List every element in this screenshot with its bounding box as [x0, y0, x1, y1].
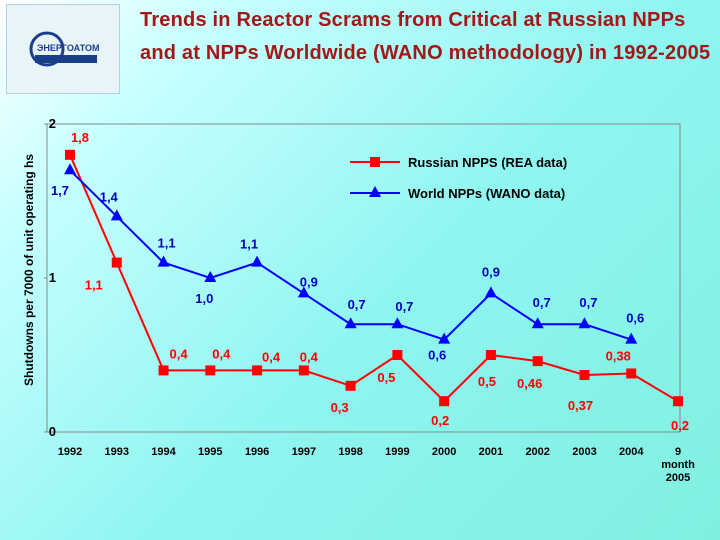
data-label: 0,9 — [300, 274, 318, 289]
data-label: 0,7 — [348, 297, 366, 312]
data-label: 0,5 — [478, 374, 496, 389]
data-label: 0,3 — [331, 400, 349, 415]
data-label: 0,4 — [170, 346, 189, 361]
data-point — [369, 186, 381, 197]
x-tick-label: 1997 — [291, 446, 317, 458]
chart-title: Trends in Reactor Scrams from Critical a… — [140, 9, 711, 64]
x-tick-label: 1993 — [104, 446, 129, 458]
data-label: 1,0 — [195, 291, 213, 306]
data-label: 1,1 — [240, 237, 258, 252]
logo: ЭНЕРГОАТОМ — [6, 4, 120, 94]
data-label: 0,7 — [579, 295, 597, 310]
data-point — [438, 332, 451, 344]
data-point — [485, 350, 496, 360]
legend-label: World NPPs (WANO data) — [408, 186, 565, 201]
data-point — [205, 365, 216, 376]
series-line — [69, 154, 679, 403]
data-point — [110, 209, 123, 221]
data-label: 0,4 — [262, 349, 281, 364]
logo-text: ЭНЕРГОАТОМ — [37, 43, 100, 53]
data-point — [439, 396, 450, 407]
y-tick-label: 2 — [49, 116, 56, 131]
data-label: 1,7 — [51, 183, 69, 198]
x-tick-label: 2001 — [478, 446, 504, 458]
x-tick-label: 2004 — [618, 446, 644, 458]
data-point — [626, 368, 637, 379]
data-label: 0,4 — [212, 346, 231, 361]
x-tick-label: 2000 — [431, 446, 457, 458]
data-point — [65, 149, 75, 160]
data-label: 0,9 — [482, 264, 500, 279]
data-point — [344, 317, 357, 329]
data-label: 0,5 — [377, 370, 395, 385]
data-point — [298, 365, 309, 376]
data-point — [204, 271, 217, 282]
y-tick-label: 1 — [49, 270, 56, 285]
data-label: 1,1 — [158, 236, 176, 251]
data-point — [392, 350, 403, 360]
data-label: 0,6 — [626, 311, 644, 326]
data-point — [251, 255, 264, 267]
x-tick-label: 1995 — [198, 446, 223, 458]
plot-frame — [46, 123, 681, 433]
data-point — [345, 380, 356, 391]
data-point — [531, 317, 544, 329]
data-label: 1,4 — [100, 189, 119, 204]
x-tick-label: 1994 — [151, 446, 176, 458]
data-point — [370, 157, 380, 167]
data-point — [252, 365, 263, 376]
data-label: 0,7 — [395, 299, 413, 314]
y-tick-label: 0 — [49, 424, 56, 439]
legend-label: Russian NPPS (REA data) — [408, 155, 567, 170]
data-point — [157, 255, 170, 267]
y-axis-label: Shutdowns per 7000 of unit operating hs — [22, 154, 36, 386]
logo-graphic — [29, 31, 97, 67]
data-point — [391, 317, 404, 329]
data-point — [64, 163, 76, 175]
data-label: 0,4 — [300, 349, 319, 364]
data-point — [673, 396, 684, 407]
data-point — [297, 286, 310, 298]
data-label: 1,8 — [71, 130, 89, 145]
data-label: 1,1 — [85, 278, 103, 293]
x-tick-label: 1998 — [338, 446, 363, 458]
data-point — [484, 286, 497, 298]
data-label: 0,2 — [671, 418, 689, 433]
x-tick-label: 2003 — [572, 446, 597, 458]
data-point — [111, 257, 122, 268]
x-tick-label: 1996 — [244, 446, 270, 458]
data-label: 0,7 — [533, 295, 551, 310]
data-label: 0,2 — [431, 413, 449, 428]
x-tick-label: 1992 — [57, 446, 83, 458]
data-point — [158, 365, 169, 376]
data-label: 0,6 — [428, 348, 446, 363]
x-tick-label: 9 month 2005 — [661, 446, 695, 484]
data-label: 0,46 — [517, 376, 542, 391]
data-point — [579, 370, 590, 381]
data-point — [532, 356, 543, 367]
data-label: 0,38 — [606, 348, 631, 363]
x-tick-label: 1999 — [385, 446, 410, 458]
data-point — [578, 317, 591, 329]
data-point — [625, 332, 638, 344]
data-label: 0,37 — [568, 398, 593, 413]
x-tick-label: 2002 — [525, 446, 550, 458]
